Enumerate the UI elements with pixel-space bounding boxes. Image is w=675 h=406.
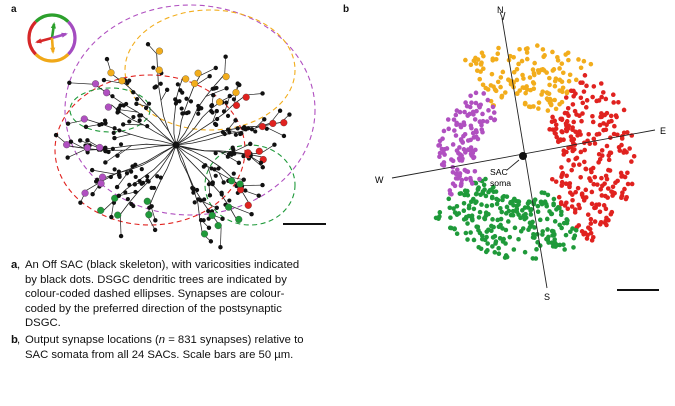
sac-synapses — [53, 42, 292, 250]
compass-west: W — [375, 175, 384, 185]
caption-a-letter: a — [11, 259, 18, 271]
direction-legend — [27, 13, 77, 63]
caption-a-sep: , — [17, 259, 21, 271]
caption-b: b, Output synapse locations (n = 831 syn… — [11, 333, 311, 362]
soma-label-1: SAC — [490, 167, 508, 177]
compass-south: S — [544, 292, 550, 302]
compass-axes — [391, 11, 656, 289]
dsgc-dendritic-ellipses — [54, 4, 316, 226]
synapse-location-cloud — [433, 43, 637, 261]
soma-label-2: soma — [490, 178, 511, 188]
caption-a: a, An Off SAC (black skeleton), with var… — [11, 258, 311, 331]
caption-b-post: = 831 synapses) relative to SAC somata f… — [25, 333, 304, 361]
caption-b-letter: b — [11, 333, 18, 346]
caption-a-text: An Off SAC (black skeleton), with varico… — [25, 259, 300, 330]
panel-a-letter: a — [11, 4, 17, 15]
compass-east: E — [660, 126, 666, 136]
compass-north: N — [497, 5, 504, 15]
figure-caption: a, An Off SAC (black skeleton), with var… — [11, 258, 311, 362]
panel-b-letter: b — [343, 4, 350, 15]
caption-b-n: n — [158, 333, 166, 346]
caption-b-sep: , — [17, 333, 21, 346]
caption-b-pre: Output synapse locations ( — [25, 333, 159, 346]
